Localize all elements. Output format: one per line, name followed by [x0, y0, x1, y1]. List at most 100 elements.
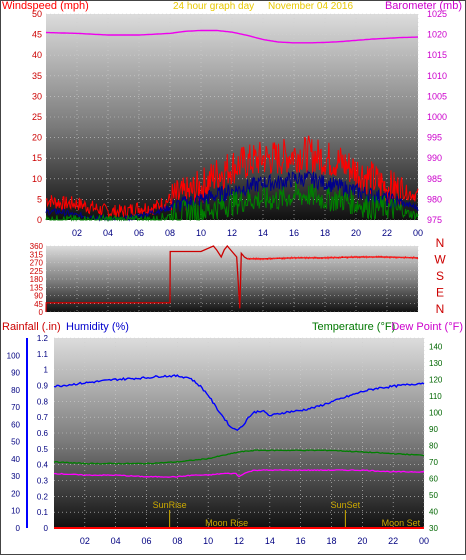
rainfall-tick-label: 0.4 — [37, 461, 49, 470]
wind-series-line — [45, 135, 419, 220]
windspeed-tick-label: 25 — [32, 112, 42, 122]
lower-x-tick-label: 16 — [296, 536, 306, 546]
lower-x-tick-label: 18 — [326, 536, 336, 546]
graph-date-label: November 04 2016 — [268, 1, 353, 12]
barometer-tick-label: 1000 — [427, 112, 447, 122]
compass-label: N — [436, 236, 445, 250]
lower-series — [53, 374, 425, 529]
rainfall-tick-label: 0.2 — [37, 492, 49, 501]
rainfall-tick-label: 0.3 — [37, 477, 49, 486]
wind-series-line — [45, 181, 419, 222]
humidity-tick-label: 80 — [11, 386, 20, 395]
humidity-tick-label: 0 — [16, 524, 21, 533]
top-left-axis: 0 5 10 15 20 25 30 35 40 45 50 — [32, 9, 42, 225]
direction-tick-label: 180 — [30, 275, 44, 284]
top-x-tick-label: 02 — [72, 228, 82, 238]
humidity-tick-label: 50 — [11, 438, 20, 447]
direction-tick-label: 90 — [34, 292, 43, 301]
graph-period-label: 24 hour graph day — [173, 1, 254, 12]
top-x-tick-label: 12 — [227, 228, 237, 238]
rainfall-axis: 0 0.1 0.2 0.3 0.4 0.5 0.6 0.7 0.8 0.9 1 1.1 1.2 — [37, 334, 49, 533]
rainfall-tick-label: 1 — [44, 366, 49, 375]
windspeed-axis-label: Windspeed (mph) — [2, 0, 89, 12]
rainfall-tick-label: 0.5 — [37, 445, 49, 454]
sun-moon-events: SunRise SunSet Moon Rise Moon Set — [153, 500, 421, 528]
windspeed-tick-label: 0 — [37, 215, 42, 225]
temperature-tick-label: 60 — [429, 474, 438, 483]
rainfall-tick-label: 0.1 — [37, 508, 49, 517]
event-label: Moon Rise — [205, 518, 248, 528]
lower-x-tick-label: 14 — [265, 536, 275, 546]
rainfall-tick-label: 0.6 — [37, 429, 49, 438]
direction-tick-label: 0 — [39, 308, 44, 317]
rainfall-tick-label: 0.8 — [37, 397, 49, 406]
humidity-line — [53, 374, 425, 432]
humidity-tick-label: 70 — [11, 403, 20, 412]
lower-x-tick-label: 08 — [172, 536, 182, 546]
barometer-tick-label: 980 — [427, 194, 442, 204]
top-x-tick-label: 06 — [134, 228, 144, 238]
direction-tick-label: 135 — [30, 283, 44, 292]
temperature-tick-label: 80 — [429, 441, 438, 450]
temperature-tick-label: 70 — [429, 458, 438, 467]
event-label: SunRise — [153, 500, 187, 510]
top-x-tick-label: 08 — [165, 228, 175, 238]
windspeed-tick-label: 5 — [37, 194, 42, 204]
lower-x-tick-label: 10 — [203, 536, 213, 546]
rainfall-axis-label: Rainfall (.in) — [2, 321, 61, 333]
direction-tick-label: 225 — [30, 267, 44, 276]
temperature-tick-label: 140 — [429, 342, 443, 351]
wind-series-line — [45, 170, 419, 222]
temperature-tick-label: 120 — [429, 375, 443, 384]
lower-x-tick-label: 12 — [234, 536, 244, 546]
rainfall-tick-label: 0.7 — [37, 413, 49, 422]
top-series — [45, 29, 419, 222]
humidity-axis: 0 10 20 30 40 50 60 70 80 90 100 — [7, 338, 28, 533]
lower-x-tick-label: 20 — [357, 536, 367, 546]
humidity-axis-label: Humidity (%) — [66, 321, 129, 333]
lower-x-tick-label: 22 — [388, 536, 398, 546]
barometer-tick-label: 1005 — [427, 91, 447, 101]
top-x-tick-label: 04 — [103, 228, 113, 238]
temperature-tick-label: 130 — [429, 359, 443, 368]
barometer-axis-label: Barometer (mb) — [385, 0, 462, 12]
windspeed-tick-label: 30 — [32, 91, 42, 101]
temperature-tick-label: 110 — [429, 392, 442, 401]
lower-x-tick-label: 00 — [419, 536, 429, 546]
event-label: Moon Set — [382, 518, 421, 528]
top-right-axis: 975 980 985 990 995 1000 1005 1010 1015 1020 1025 — [427, 9, 447, 225]
humidity-tick-label: 30 — [11, 472, 20, 481]
top-x-tick-label: 16 — [289, 228, 299, 238]
dewpoint-axis-label: Dew Point (°F) — [391, 321, 463, 333]
direction-tick-label: 360 — [30, 242, 44, 251]
windspeed-tick-label: 10 — [32, 174, 42, 184]
temperature-tick-label: 90 — [429, 425, 438, 434]
compass-label: E — [436, 286, 444, 300]
event-label: SunSet — [331, 500, 361, 510]
barometer-tick-label: 975 — [427, 215, 442, 225]
temperature-tick-label: 50 — [429, 491, 438, 500]
lower-x-tick-label: 06 — [141, 536, 151, 546]
lower-x-tick-label: 02 — [80, 536, 90, 546]
top-x-axis: 02 04 06 08 10 12 14 16 18 20 22 00 — [72, 228, 423, 238]
direction-tick-label: 45 — [34, 300, 43, 309]
humidity-tick-label: 100 — [7, 351, 21, 360]
compass-label: S — [436, 269, 444, 283]
temperature-tick-label: 40 — [429, 507, 438, 516]
windspeed-tick-label: 20 — [32, 133, 42, 143]
windspeed-tick-label: 45 — [32, 30, 42, 40]
rainfall-tick-label: 1.1 — [37, 350, 49, 359]
rainfall-tick-label: 1.2 — [37, 334, 49, 343]
windspeed-tick-label: 35 — [32, 71, 42, 81]
humidity-tick-label: 10 — [11, 507, 20, 516]
dewpoint-line — [53, 469, 425, 478]
top-x-tick-label: 22 — [382, 228, 392, 238]
top-x-tick-label: 10 — [196, 228, 206, 238]
barometer-tick-label: 985 — [427, 174, 442, 184]
temperature-tick-label: 100 — [429, 408, 443, 417]
barometer-tick-label: 1015 — [427, 50, 447, 60]
humidity-tick-label: 40 — [11, 455, 20, 464]
temperature-axis: 30 40 50 60 70 80 90 100 110 120 130 140 — [429, 342, 443, 533]
